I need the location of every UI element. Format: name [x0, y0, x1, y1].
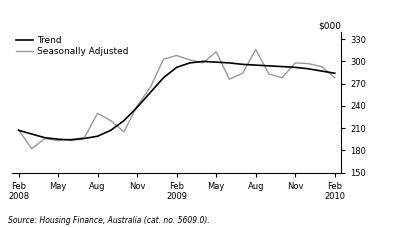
Trend	[253, 64, 258, 67]
Trend	[56, 138, 60, 141]
Text: $000: $000	[318, 21, 341, 30]
Seasonally Adjusted	[319, 65, 324, 68]
Seasonally Adjusted	[121, 131, 126, 133]
Trend	[293, 66, 298, 69]
Trend	[187, 62, 192, 64]
Trend	[214, 61, 219, 64]
Seasonally Adjusted	[240, 72, 245, 75]
Trend	[227, 62, 232, 64]
Seasonally Adjusted	[135, 104, 139, 107]
Trend	[266, 64, 271, 67]
Trend	[319, 70, 324, 72]
Seasonally Adjusted	[227, 78, 232, 81]
Seasonally Adjusted	[16, 128, 21, 131]
Seasonally Adjusted	[56, 139, 60, 142]
Trend	[82, 137, 87, 140]
Seasonally Adjusted	[95, 112, 100, 115]
Line: Seasonally Adjusted: Seasonally Adjusted	[19, 49, 335, 149]
Seasonally Adjusted	[280, 76, 285, 79]
Trend	[240, 63, 245, 66]
Trend	[16, 129, 21, 132]
Seasonally Adjusted	[42, 137, 47, 140]
Seasonally Adjusted	[253, 48, 258, 51]
Trend	[174, 66, 179, 69]
Trend	[306, 67, 311, 70]
Trend	[121, 119, 126, 122]
Trend	[69, 138, 73, 141]
Seasonally Adjusted	[148, 86, 153, 89]
Seasonally Adjusted	[29, 148, 34, 150]
Seasonally Adjusted	[108, 119, 113, 122]
Trend	[42, 136, 47, 139]
Trend	[95, 135, 100, 138]
Line: Trend: Trend	[19, 62, 335, 140]
Trend	[148, 91, 153, 94]
Seasonally Adjusted	[161, 58, 166, 61]
Seasonally Adjusted	[187, 59, 192, 61]
Trend	[200, 60, 205, 63]
Seasonally Adjusted	[214, 50, 219, 53]
Seasonally Adjusted	[266, 73, 271, 75]
Legend: Trend, Seasonally Adjusted: Trend, Seasonally Adjusted	[16, 36, 129, 56]
Seasonally Adjusted	[69, 138, 73, 141]
Text: Source: Housing Finance, Australia (cat. no. 5609.0).: Source: Housing Finance, Australia (cat.…	[8, 216, 210, 225]
Seasonally Adjusted	[174, 54, 179, 57]
Trend	[108, 129, 113, 132]
Trend	[280, 65, 285, 68]
Trend	[29, 133, 34, 135]
Seasonally Adjusted	[200, 62, 205, 64]
Trend	[161, 76, 166, 79]
Seasonally Adjusted	[82, 136, 87, 139]
Trend	[332, 72, 337, 75]
Seasonally Adjusted	[332, 76, 337, 79]
Trend	[135, 106, 139, 109]
Seasonally Adjusted	[293, 62, 298, 64]
Seasonally Adjusted	[306, 62, 311, 65]
